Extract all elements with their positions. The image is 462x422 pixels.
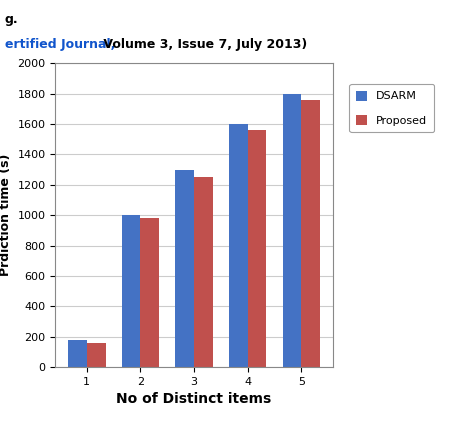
Bar [68, 340, 87, 367]
Bar [122, 215, 140, 367]
Bar [229, 124, 248, 367]
Text: Volume 3, Issue 7, July 2013): Volume 3, Issue 7, July 2013) [99, 38, 308, 51]
Bar [282, 94, 301, 367]
X-axis label: No of Distinct items: No of Distinct items [116, 392, 272, 406]
Legend: DSARM, Proposed: DSARM, Proposed [349, 84, 434, 132]
Bar [140, 218, 159, 367]
Bar [194, 177, 213, 367]
Bar [87, 343, 106, 367]
Bar [175, 170, 194, 367]
Y-axis label: Prdiction time (s): Prdiction time (s) [0, 154, 12, 276]
Text: g.: g. [5, 13, 18, 26]
Bar [248, 130, 267, 367]
Bar [301, 100, 320, 367]
Text: ertified Journal,: ertified Journal, [5, 38, 115, 51]
